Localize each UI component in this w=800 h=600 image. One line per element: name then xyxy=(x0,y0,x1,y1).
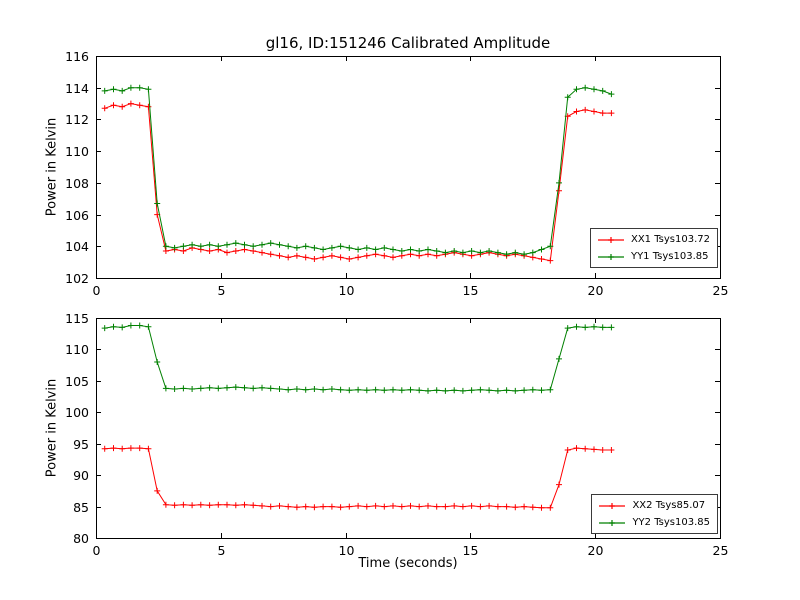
y-tick-label: 112 xyxy=(65,112,89,127)
legend-line-icon xyxy=(597,253,624,260)
legend-entry-xx2: XX2 Tsys85.07 xyxy=(597,498,710,513)
subplot-1: 0 5 10 15 20 25 80 85 90 95 100 105 110 115 xyxy=(65,311,728,558)
legend-label-yy1: YY1 Tsys103.85 xyxy=(630,250,709,262)
series-markers-1 xyxy=(101,322,615,394)
legend-line-icon xyxy=(599,502,626,509)
legend-line-icon xyxy=(599,519,626,526)
bottom-ylabel: Power in Kelvin xyxy=(44,378,60,478)
y-tick-label: 110 xyxy=(65,342,89,357)
legend-entry-yy1: YY1 Tsys103.85 xyxy=(596,249,710,264)
y-tick-label: 105 xyxy=(65,374,89,389)
y-tick-label: 90 xyxy=(73,468,89,483)
y-tick-label: 108 xyxy=(65,176,89,191)
series-line-0 xyxy=(104,447,612,509)
legend-entry-yy2: YY2 Tsys103.85 xyxy=(597,515,710,530)
y-tick-label: 85 xyxy=(73,500,89,515)
series-line-0 xyxy=(104,103,612,262)
legend-label-yy2: YY2 Tsys103.85 xyxy=(632,516,710,528)
y-tick-label: 116 xyxy=(65,49,89,64)
series-line-1 xyxy=(104,87,612,255)
x-tick-label: 5 xyxy=(218,543,226,558)
y-tick-label: 115 xyxy=(65,311,89,326)
y-tick-label: 110 xyxy=(65,144,89,159)
x-axis-label: Time (seconds) xyxy=(358,556,458,571)
x-tick-label: 0 xyxy=(93,543,101,558)
legend-entry-xx1: XX1 Tsys103.72 xyxy=(596,232,710,247)
x-tick-label: 15 xyxy=(463,283,479,298)
x-tick-label: 25 xyxy=(713,543,729,558)
subplot-0: 0 5 10 15 20 25 102 104 106 108 110 112 114 116 xyxy=(65,49,728,298)
y-tick-label: 106 xyxy=(65,208,89,223)
x-tick-label: 15 xyxy=(463,543,479,558)
axes-frame xyxy=(96,56,721,279)
legend-label-xx1: XX1 Tsys103.72 xyxy=(630,233,710,245)
y-tick-label: 80 xyxy=(73,531,89,546)
legend-label-xx2: XX2 Tsys85.07 xyxy=(632,499,706,511)
x-tick-label: 20 xyxy=(588,543,604,558)
y-tick-label: 95 xyxy=(73,437,89,452)
series-markers-0 xyxy=(101,100,615,264)
y-tick-label: 114 xyxy=(65,81,89,96)
top-ylabel: Power in Kelvin xyxy=(44,117,60,217)
legend-line-icon xyxy=(597,236,624,243)
x-tick-label: 0 xyxy=(93,283,101,298)
y-tick-label: 102 xyxy=(65,271,89,286)
series-line-1 xyxy=(104,325,612,392)
y-tick-label: 100 xyxy=(65,405,89,420)
figure-title: gl16, ID:151246 Calibrated Amplitude xyxy=(265,34,551,52)
series-markers-0 xyxy=(101,445,615,511)
bottom-legend: XX2 Tsys85.07 YY2 Tsys103.85 xyxy=(591,494,718,534)
x-tick-label: 10 xyxy=(339,283,355,298)
x-tick-label: 20 xyxy=(588,283,604,298)
axes-frame xyxy=(96,318,721,539)
top-legend: XX1 Tsys103.72 YY1 Tsys103.85 xyxy=(589,228,718,268)
series-markers-1 xyxy=(101,84,615,258)
x-tick-label: 5 xyxy=(218,283,226,298)
y-tick-label: 104 xyxy=(65,239,89,254)
x-tick-label: 10 xyxy=(339,543,355,558)
x-tick-label: 25 xyxy=(713,283,729,298)
